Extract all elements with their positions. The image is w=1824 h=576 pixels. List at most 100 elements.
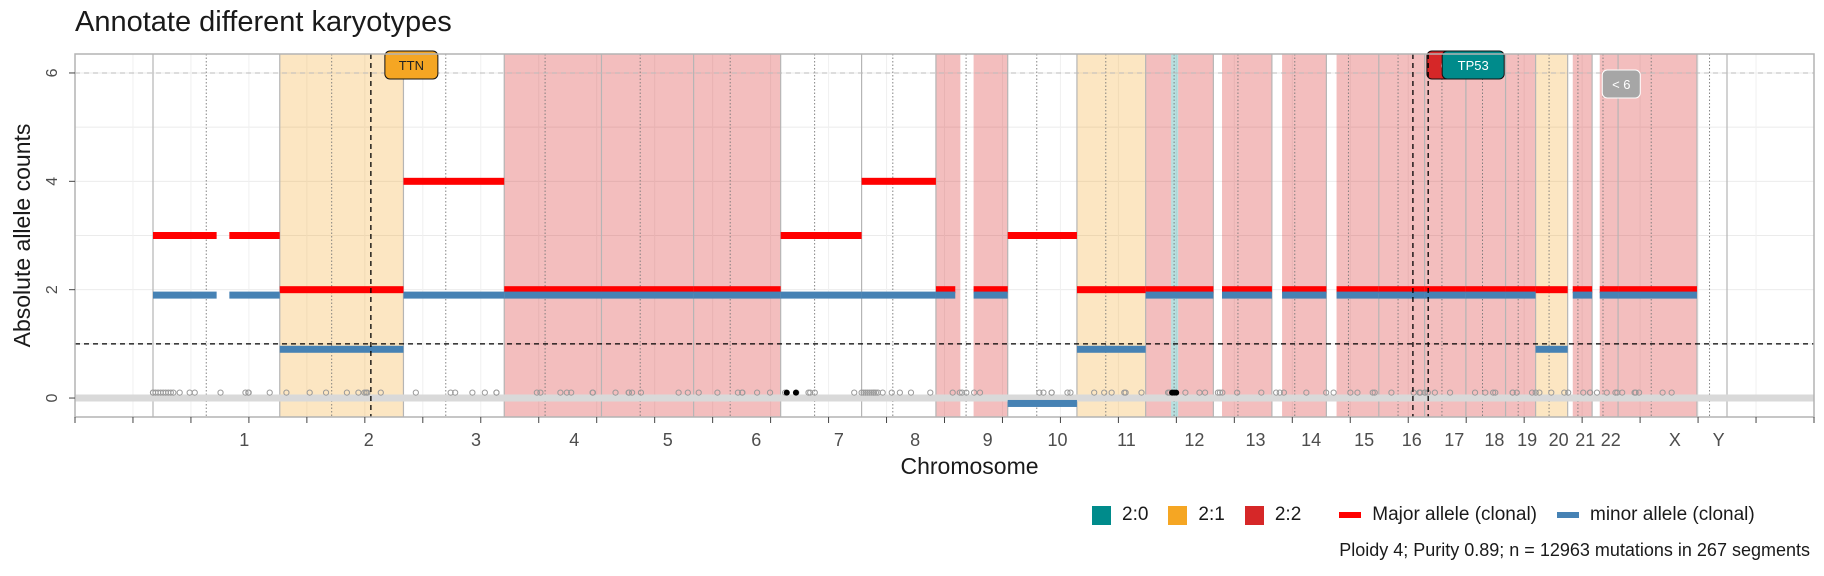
mutation-point <box>1509 389 1516 396</box>
x-tick-label: 11 <box>1117 430 1136 450</box>
mutation-point <box>1513 389 1520 396</box>
major-allele-segment <box>1282 286 1327 294</box>
mutation-point <box>1659 389 1666 396</box>
mutation-point <box>1565 389 1572 396</box>
major-allele-segment <box>1572 286 1593 294</box>
mutation-point <box>811 389 818 396</box>
gene-label-text: TP53 <box>1458 58 1489 73</box>
mutation-point <box>1619 389 1626 396</box>
x-tick-label: 13 <box>1245 430 1265 450</box>
mutation-point <box>970 389 978 396</box>
mutation-point <box>1234 389 1241 396</box>
major-allele-segment <box>1424 286 1466 294</box>
mutation-point <box>1216 389 1223 396</box>
mutation-point <box>1108 389 1115 396</box>
mutation-point <box>949 389 956 396</box>
legend: 2:0 2:1 2:2 Major allele (clonal) minor … <box>1092 504 1755 526</box>
x-tick-label: 8 <box>910 430 920 450</box>
mutation-point <box>1048 389 1055 396</box>
mutation-point <box>956 389 963 396</box>
mutation-point <box>306 389 313 396</box>
mutation-point <box>896 389 903 396</box>
x-tick-label: 2 <box>364 430 374 450</box>
mutation-point <box>217 389 224 396</box>
major-allele-segment <box>861 177 936 185</box>
y-axis-title: Absolute allele counts <box>9 124 35 348</box>
mutation-point <box>1040 389 1047 396</box>
karyotype-region <box>973 54 1008 417</box>
mutation-point <box>1431 389 1438 396</box>
major-allele-segment <box>973 286 1008 294</box>
major-allele-segment <box>403 177 505 185</box>
mutation-point <box>805 389 812 396</box>
mutation-point <box>637 389 645 396</box>
off-scale-label: < 6 <box>1612 77 1630 92</box>
mutation-point <box>870 389 877 396</box>
legend-label-major-allele: Major allele (clonal) <box>1372 504 1537 525</box>
mutation-point <box>1182 389 1189 396</box>
minor-allele-segment <box>153 291 217 299</box>
mutation-point <box>1323 389 1330 396</box>
mutation-point <box>862 389 869 396</box>
y-tick-label: 6 <box>44 68 61 77</box>
mutation-point <box>1421 389 1428 396</box>
mutation-point <box>537 389 544 396</box>
mutation-point <box>363 389 370 396</box>
minor-allele-segment <box>229 291 280 299</box>
major-allele-segment <box>1465 286 1506 294</box>
mutation-point <box>170 389 177 396</box>
mutation-point <box>1668 389 1675 396</box>
mutation-point <box>377 389 384 396</box>
karyotype-region <box>693 54 781 417</box>
karyotype-region <box>1572 54 1593 417</box>
x-tick-label: 18 <box>1484 430 1504 450</box>
mutation-point <box>1101 389 1108 396</box>
plot-caption: Ploidy 4; Purity 0.89; n = 12963 mutatio… <box>1339 540 1810 560</box>
minor-allele-segment <box>1465 291 1506 299</box>
x-tick-label: 1 <box>239 430 249 450</box>
mutation-point <box>481 389 488 396</box>
gene-label-box <box>1441 50 1505 80</box>
legend-item-minor-allele: minor allele (clonal) <box>1557 504 1755 526</box>
mutation-point <box>1482 389 1489 396</box>
major-allele-segment <box>780 232 862 239</box>
major-allele-segment <box>1336 286 1379 294</box>
mutation-point <box>1492 389 1499 396</box>
karyotype-region <box>1336 54 1379 417</box>
major-allele-segment <box>1145 286 1214 294</box>
mutation-point <box>167 389 174 396</box>
major-allele-segment <box>1378 286 1425 294</box>
major-allele-segment <box>153 232 217 239</box>
legend-line-major-allele <box>1339 512 1362 518</box>
mutation-point <box>1276 389 1283 396</box>
major-allele-segment <box>229 232 280 239</box>
mutation-point-highlight <box>1173 389 1180 396</box>
major-allele-segment <box>1076 286 1146 294</box>
mutation-point <box>533 389 540 396</box>
minor-allele-segment <box>1505 291 1536 299</box>
mutation-point <box>1490 389 1497 396</box>
mutation-point <box>807 389 814 396</box>
x-tick-label: 19 <box>1517 430 1537 450</box>
minor-allele-segment <box>1282 291 1327 299</box>
mutation-point <box>628 389 636 396</box>
x-tick-label: 21 <box>1575 430 1595 450</box>
mutation-point <box>684 389 691 396</box>
mutation-point <box>1330 389 1337 396</box>
minor-allele-segment <box>1145 291 1214 299</box>
mutation-point <box>1410 389 1417 396</box>
mutation-point <box>1603 389 1610 396</box>
minor-allele-segment <box>504 291 602 299</box>
mutation-point <box>1446 389 1454 396</box>
mutation-point <box>469 389 476 396</box>
y-tick-label: 4 <box>44 177 61 186</box>
minor-allele-segment <box>1222 291 1272 299</box>
y-tick-label: 2 <box>44 285 61 294</box>
mutation-point <box>1122 389 1129 396</box>
major-allele-segment <box>1505 286 1536 294</box>
legend-line-minor-allele <box>1557 512 1579 518</box>
major-allele-segment <box>1599 286 1619 294</box>
mutation-point <box>1532 389 1539 396</box>
x-axis-title: Chromosome <box>900 453 1038 479</box>
legend-item-2-2: 2:2 <box>1244 504 1301 526</box>
